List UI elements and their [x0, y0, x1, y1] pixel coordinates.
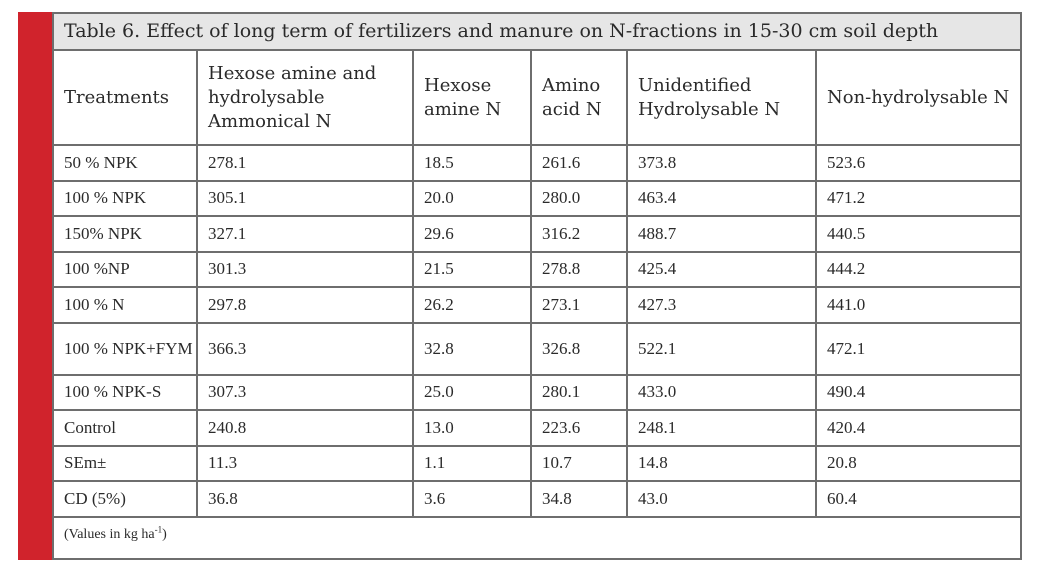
table-cell: 100 %NP: [54, 250, 198, 288]
table-row: CD (5%) 36.8 3.6 34.8 43.0 60.4: [54, 480, 1020, 518]
table-cell: 305.1: [196, 179, 414, 217]
table-cell: 13.0: [412, 409, 532, 447]
table-cell: 301.3: [196, 250, 414, 288]
table-cell: 366.3: [196, 321, 414, 376]
table-cell: 280.1: [530, 373, 628, 411]
table-cell: 223.6: [530, 409, 628, 447]
header-row: Treatments Hexose amine and hydrolysable…: [54, 51, 1020, 146]
table-cell: 373.8: [626, 144, 817, 182]
table-cell: 316.2: [530, 215, 628, 253]
table-cell: 25.0: [412, 373, 532, 411]
table-cell: 20.0: [412, 179, 532, 217]
table-cell: 490.4: [815, 373, 1020, 411]
table-cell: 471.2: [815, 179, 1020, 217]
table-cell: 441.0: [815, 286, 1020, 324]
column-header: Amino acid N: [530, 51, 628, 146]
table-cell: 34.8: [530, 480, 628, 518]
table-cell: 278.1: [196, 144, 414, 182]
table-cell: 280.0: [530, 179, 628, 217]
table-cell: 29.6: [412, 215, 532, 253]
table-cell: 100 % N: [54, 286, 198, 324]
table-row: Control 240.8 13.0 223.6 248.1 420.4: [54, 409, 1020, 447]
table-cell: 433.0: [626, 373, 817, 411]
table-cell: 100 % NPK+FYM: [54, 321, 198, 376]
table-cell: 3.6: [412, 480, 532, 518]
table-row: 100 % NPK 305.1 20.0 280.0 463.4 471.2: [54, 179, 1020, 217]
table-cell: 297.8: [196, 286, 414, 324]
table-cell: Control: [54, 409, 198, 447]
table-cell: 463.4: [626, 179, 817, 217]
table-cell: 10.7: [530, 444, 628, 482]
column-header: Unidentified Hydrolysable N: [626, 51, 817, 146]
table-cell: 427.3: [626, 286, 817, 324]
table-row: 50 % NPK 278.1 18.5 261.6 373.8 523.6: [54, 144, 1020, 182]
table-cell: 522.1: [626, 321, 817, 376]
table-cell: 60.4: [815, 480, 1020, 518]
table-cell: 307.3: [196, 373, 414, 411]
table-cell: 425.4: [626, 250, 817, 288]
table-cell: SEm±: [54, 444, 198, 482]
table-cell: CD (5%): [54, 480, 198, 518]
table-cell: 327.1: [196, 215, 414, 253]
table-cell: 18.5: [412, 144, 532, 182]
table-cell: 326.8: [530, 321, 628, 376]
table-cell: 32.8: [412, 321, 532, 376]
table-cell: 100 % NPK: [54, 179, 198, 217]
table-cell: 440.5: [815, 215, 1020, 253]
table-cell: 21.5: [412, 250, 532, 288]
table-row: SEm± 11.3 1.1 10.7 14.8 20.8: [54, 444, 1020, 482]
table-cell: 420.4: [815, 409, 1020, 447]
table-row: 100 % NPK+FYM 366.3 32.8 326.8 522.1 472…: [54, 321, 1020, 376]
table-cell: 150% NPK: [54, 215, 198, 253]
table-row: 100 %NP 301.3 21.5 278.8 425.4 444.2: [54, 250, 1020, 288]
table-cell: 11.3: [196, 444, 414, 482]
table-frame: Table 6. Effect of long term of fertiliz…: [52, 12, 1022, 560]
units-note: (Values in kg ha-1): [54, 515, 1020, 553]
table-cell: 43.0: [626, 480, 817, 518]
table-cell: 472.1: [815, 321, 1020, 376]
column-header: Hexose amine and hydrolysable Ammonical …: [196, 51, 414, 146]
table-cell: 248.1: [626, 409, 817, 447]
table-row: 150% NPK 327.1 29.6 316.2 488.7 440.5: [54, 215, 1020, 253]
table-row: 100 % NPK-S 307.3 25.0 280.1 433.0 490.4: [54, 373, 1020, 411]
n-fractions-table: Treatments Hexose amine and hydrolysable…: [54, 51, 1020, 553]
table-cell: 444.2: [815, 250, 1020, 288]
table-cell: 26.2: [412, 286, 532, 324]
table-caption: Table 6. Effect of long term of fertiliz…: [54, 14, 1020, 51]
table-cell: 240.8: [196, 409, 414, 447]
table-footnote-row: (Values in kg ha-1): [54, 515, 1020, 553]
table-cell: 20.8: [815, 444, 1020, 482]
table-cell: 100 % NPK-S: [54, 373, 198, 411]
units-note-text: (Values in kg ha: [64, 527, 155, 542]
column-header: Non-hydrolysable N: [815, 51, 1020, 146]
table-cell: 273.1: [530, 286, 628, 324]
red-accent-bar: [18, 12, 52, 560]
table-cell: 261.6: [530, 144, 628, 182]
column-header: Hexose amine N: [412, 51, 532, 146]
table-cell: 488.7: [626, 215, 817, 253]
units-note-exponent: -1: [154, 524, 163, 535]
table-cell: 278.8: [530, 250, 628, 288]
table-cell: 50 % NPK: [54, 144, 198, 182]
table-cell: 1.1: [412, 444, 532, 482]
table-row: 100 % N 297.8 26.2 273.1 427.3 441.0: [54, 286, 1020, 324]
table-cell: 14.8: [626, 444, 817, 482]
units-note-close: ): [162, 527, 167, 542]
table-cell: 523.6: [815, 144, 1020, 182]
table-cell: 36.8: [196, 480, 414, 518]
column-header: Treatments: [54, 51, 198, 146]
